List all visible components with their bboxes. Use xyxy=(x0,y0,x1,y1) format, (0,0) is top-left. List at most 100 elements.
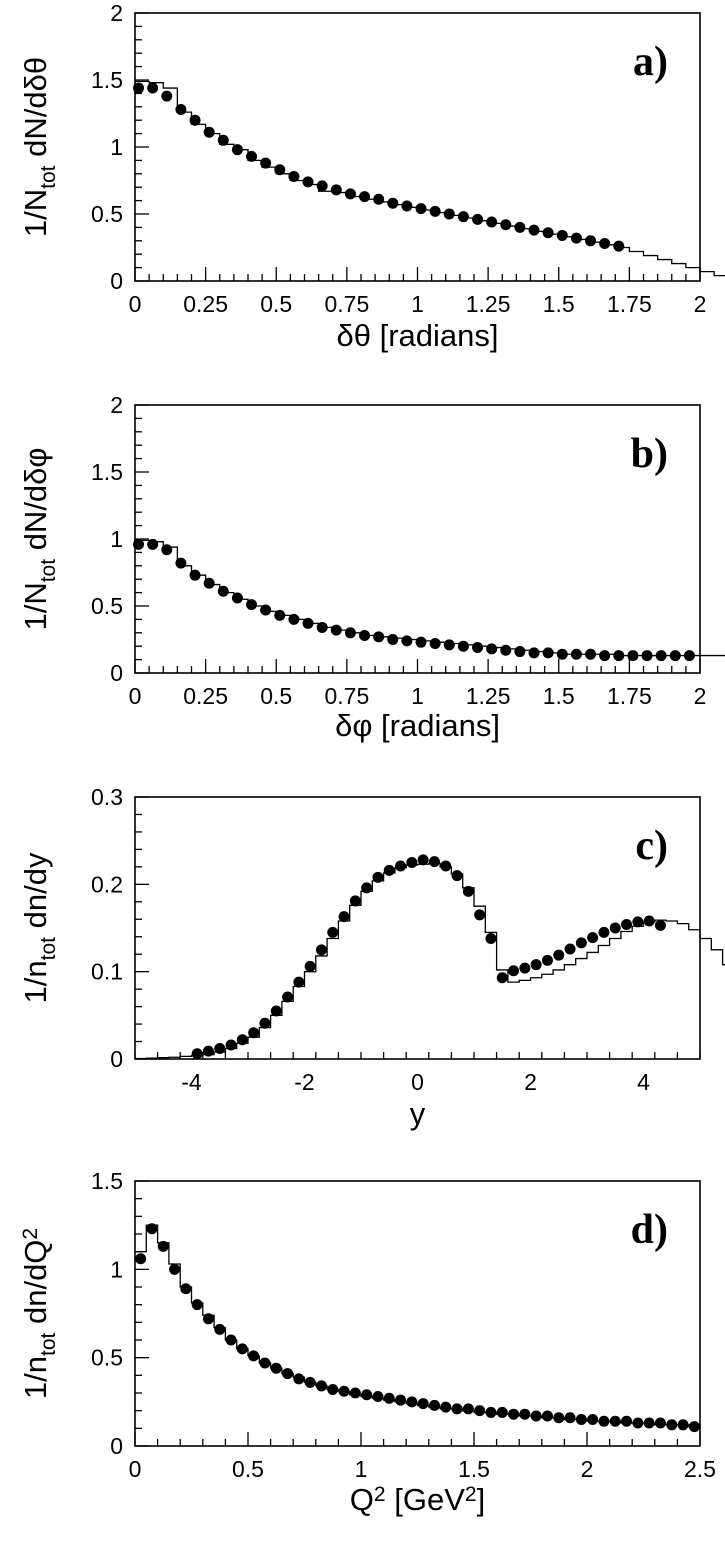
data-point xyxy=(474,1405,486,1417)
data-point xyxy=(406,857,418,868)
data-point xyxy=(462,885,474,897)
data-point xyxy=(133,82,145,94)
data-point xyxy=(514,646,526,658)
data-point xyxy=(462,1403,474,1415)
data-point xyxy=(270,1005,282,1017)
data-point xyxy=(443,639,455,651)
data-point xyxy=(587,932,599,944)
data-point xyxy=(157,1240,169,1252)
y-tick-label: 0.3 xyxy=(91,784,123,810)
data-point xyxy=(613,650,625,662)
data-point xyxy=(372,1391,384,1403)
y-tick-label: 0 xyxy=(110,1433,123,1459)
data-point xyxy=(387,197,399,209)
x-axis-title: δφ [radians] xyxy=(335,708,500,743)
panel-a: 0 0.25 0.5 0.75 1 1.25 1.5 1.75 2 0 0.5 1 1.5 2 a) δθ [… xyxy=(18,0,725,353)
data-point xyxy=(564,943,576,955)
data-point xyxy=(282,1368,294,1380)
x-tick-label: 1.75 xyxy=(607,683,652,709)
data-point xyxy=(202,1313,214,1325)
data-point xyxy=(304,960,316,972)
data-point xyxy=(641,650,653,662)
y-tick-label: 1 xyxy=(110,134,123,160)
data-point xyxy=(330,184,342,196)
histogram-series xyxy=(135,862,725,1060)
data-point xyxy=(359,629,371,641)
plot-frame xyxy=(134,12,701,282)
data-point xyxy=(519,962,531,974)
data-point xyxy=(304,1376,316,1388)
data-point xyxy=(666,1419,678,1431)
histogram-series xyxy=(135,539,725,657)
y-tick-label: 1.5 xyxy=(91,1168,123,1194)
data-point xyxy=(514,221,526,233)
x-axis-title: y xyxy=(410,1096,426,1131)
x-tick-label: 0.25 xyxy=(183,683,228,709)
x-tick-label: -4 xyxy=(181,1069,202,1095)
data-point xyxy=(570,232,582,244)
data-point xyxy=(203,126,215,138)
data-point xyxy=(293,976,305,988)
plot-frame xyxy=(134,796,701,1060)
data-point xyxy=(609,922,621,934)
data-point xyxy=(485,932,497,944)
data-point xyxy=(383,1392,395,1404)
histogram-series xyxy=(135,80,725,277)
data-point xyxy=(457,640,469,652)
data-point xyxy=(259,1017,271,1029)
data-point xyxy=(440,1401,452,1413)
data-point xyxy=(508,965,520,977)
data-point xyxy=(387,634,399,645)
x-axis-title: Q2 [GeV2] xyxy=(350,1482,485,1517)
data-point xyxy=(632,916,644,928)
y-tick-label: 0.5 xyxy=(91,593,123,619)
x-tick-label: 1.5 xyxy=(543,683,575,709)
data-point xyxy=(236,1034,248,1046)
data-point xyxy=(344,627,356,639)
data-point xyxy=(643,1417,655,1429)
x-tick-label: 0 xyxy=(129,683,142,709)
panel-label: d) xyxy=(631,1207,668,1253)
data-point xyxy=(457,211,469,223)
data-point xyxy=(541,1410,553,1422)
x-tick-label: 1.25 xyxy=(466,683,511,709)
data-point xyxy=(541,954,553,966)
data-point xyxy=(349,895,361,907)
data-point xyxy=(683,650,695,662)
data-point xyxy=(417,1398,429,1410)
x-tick-label: 2.5 xyxy=(684,1456,716,1482)
data-point xyxy=(316,621,328,633)
data-point xyxy=(613,240,625,252)
x-tick-label: -2 xyxy=(294,1069,314,1095)
x-tick-label: 0.5 xyxy=(232,1456,264,1482)
data-point xyxy=(556,229,568,241)
data-point xyxy=(246,150,258,162)
data-point xyxy=(147,538,159,550)
data-point xyxy=(361,882,373,894)
data-point xyxy=(598,1415,610,1427)
data-point xyxy=(609,1415,621,1427)
data-point xyxy=(260,604,272,616)
data-point xyxy=(542,647,554,659)
data-point xyxy=(500,644,512,656)
x-tick-label: 1 xyxy=(411,291,424,317)
y-axis-title: 1/ntot dn/dQ2 xyxy=(18,1228,60,1399)
y-axis-title: 1/Ntot dN/dδθ xyxy=(18,57,60,237)
data-point xyxy=(428,1399,440,1411)
data-point xyxy=(146,1223,158,1235)
data-point xyxy=(621,1415,633,1427)
y-tick-label: 0 xyxy=(110,1046,123,1072)
data-point xyxy=(330,624,342,636)
data-point xyxy=(373,631,385,643)
data-point xyxy=(599,650,611,662)
data-point xyxy=(585,235,597,247)
x-tick-label: 4 xyxy=(637,1069,650,1095)
x-tick-label: 1.75 xyxy=(607,291,652,317)
x-tick-label: 0.75 xyxy=(324,683,369,709)
data-point xyxy=(395,1394,407,1406)
data-point xyxy=(338,1385,350,1397)
data-point xyxy=(293,1373,305,1385)
data-point xyxy=(553,1412,565,1424)
data-point xyxy=(161,90,173,102)
